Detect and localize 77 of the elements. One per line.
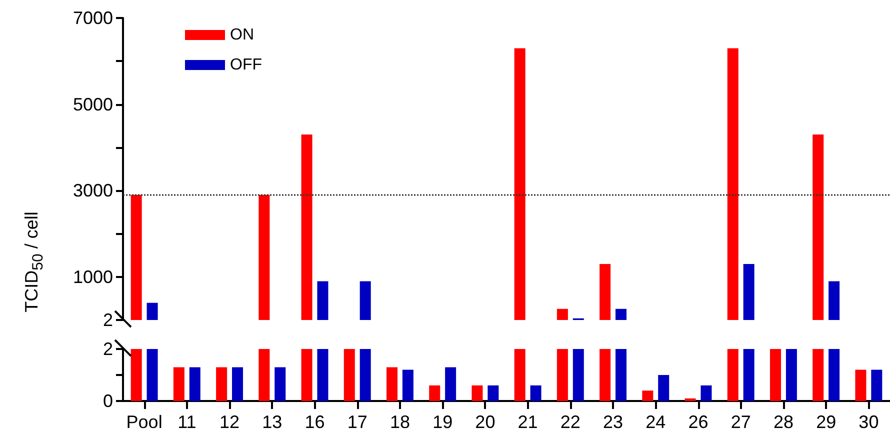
bar (360, 349, 371, 401)
bar (189, 367, 200, 401)
bar (770, 349, 781, 401)
x-tick-label: 11 (178, 412, 196, 432)
bar (232, 367, 244, 401)
legend-label: OFF (230, 56, 262, 74)
y-tick-label: 7000 (72, 8, 113, 28)
x-tick-label: 20 (475, 412, 496, 432)
x-tick-label: 17 (347, 412, 368, 432)
bar (530, 385, 542, 401)
bar (146, 302, 158, 320)
y-tick-label: 5000 (72, 94, 113, 114)
bar (344, 349, 355, 401)
bar (727, 48, 738, 320)
x-tick-label: 12 (220, 412, 240, 432)
x-tick-label: 28 (773, 412, 794, 432)
x-tick-label: 27 (730, 412, 751, 432)
legend-label: ON (230, 26, 254, 44)
x-tick-label: 21 (518, 412, 538, 432)
x-tick-label: 29 (816, 412, 836, 432)
bar (600, 349, 611, 401)
bar (616, 349, 627, 401)
bar (130, 349, 142, 401)
bar (812, 134, 824, 320)
bar (317, 349, 328, 401)
bar (445, 367, 456, 401)
bar (855, 370, 866, 401)
bar (130, 194, 142, 320)
bar (402, 370, 414, 401)
x-tick-label: 18 (390, 412, 410, 432)
bar (556, 308, 568, 320)
bar (173, 367, 184, 401)
bar (274, 367, 286, 401)
bar (429, 385, 440, 401)
bar (812, 349, 824, 401)
bar (658, 375, 670, 401)
bar (828, 281, 840, 320)
bar (301, 349, 312, 401)
bar (488, 385, 499, 401)
bar (743, 264, 754, 320)
bar (828, 349, 840, 401)
bar (258, 194, 270, 320)
x-tick-label: 23 (603, 412, 624, 432)
y-tick-label: 3000 (72, 180, 113, 201)
bar (514, 349, 526, 401)
bar (216, 367, 228, 401)
x-tick-label: 16 (304, 412, 325, 432)
bar (556, 349, 568, 401)
bar (700, 385, 712, 401)
x-tick-label: 19 (432, 412, 453, 432)
bar (600, 264, 611, 320)
bar (258, 349, 270, 401)
bar (743, 349, 754, 401)
x-tick-label: 30 (858, 412, 879, 432)
bar (616, 308, 627, 320)
x-tick-label: 26 (688, 412, 708, 432)
bar (684, 398, 696, 401)
bar (727, 349, 738, 401)
bar (301, 134, 312, 320)
bar (514, 48, 526, 320)
bar (317, 281, 328, 320)
bar (386, 367, 398, 401)
x-tick-label: 13 (262, 412, 282, 432)
bar (146, 349, 158, 401)
y-tick-label: 2 (102, 310, 113, 330)
bar (871, 370, 882, 401)
x-tick-label: 24 (646, 412, 666, 432)
bar (786, 349, 797, 401)
bar (642, 390, 654, 401)
bar (472, 385, 483, 401)
x-tick-label: 22 (560, 412, 580, 432)
y-tick-label: 1000 (72, 266, 113, 287)
bar (360, 281, 371, 320)
bar (572, 349, 584, 401)
x-tick-label: Pool (126, 412, 162, 432)
y-tick-label: 2 (102, 339, 113, 359)
y-tick-label: 0 (102, 391, 113, 411)
